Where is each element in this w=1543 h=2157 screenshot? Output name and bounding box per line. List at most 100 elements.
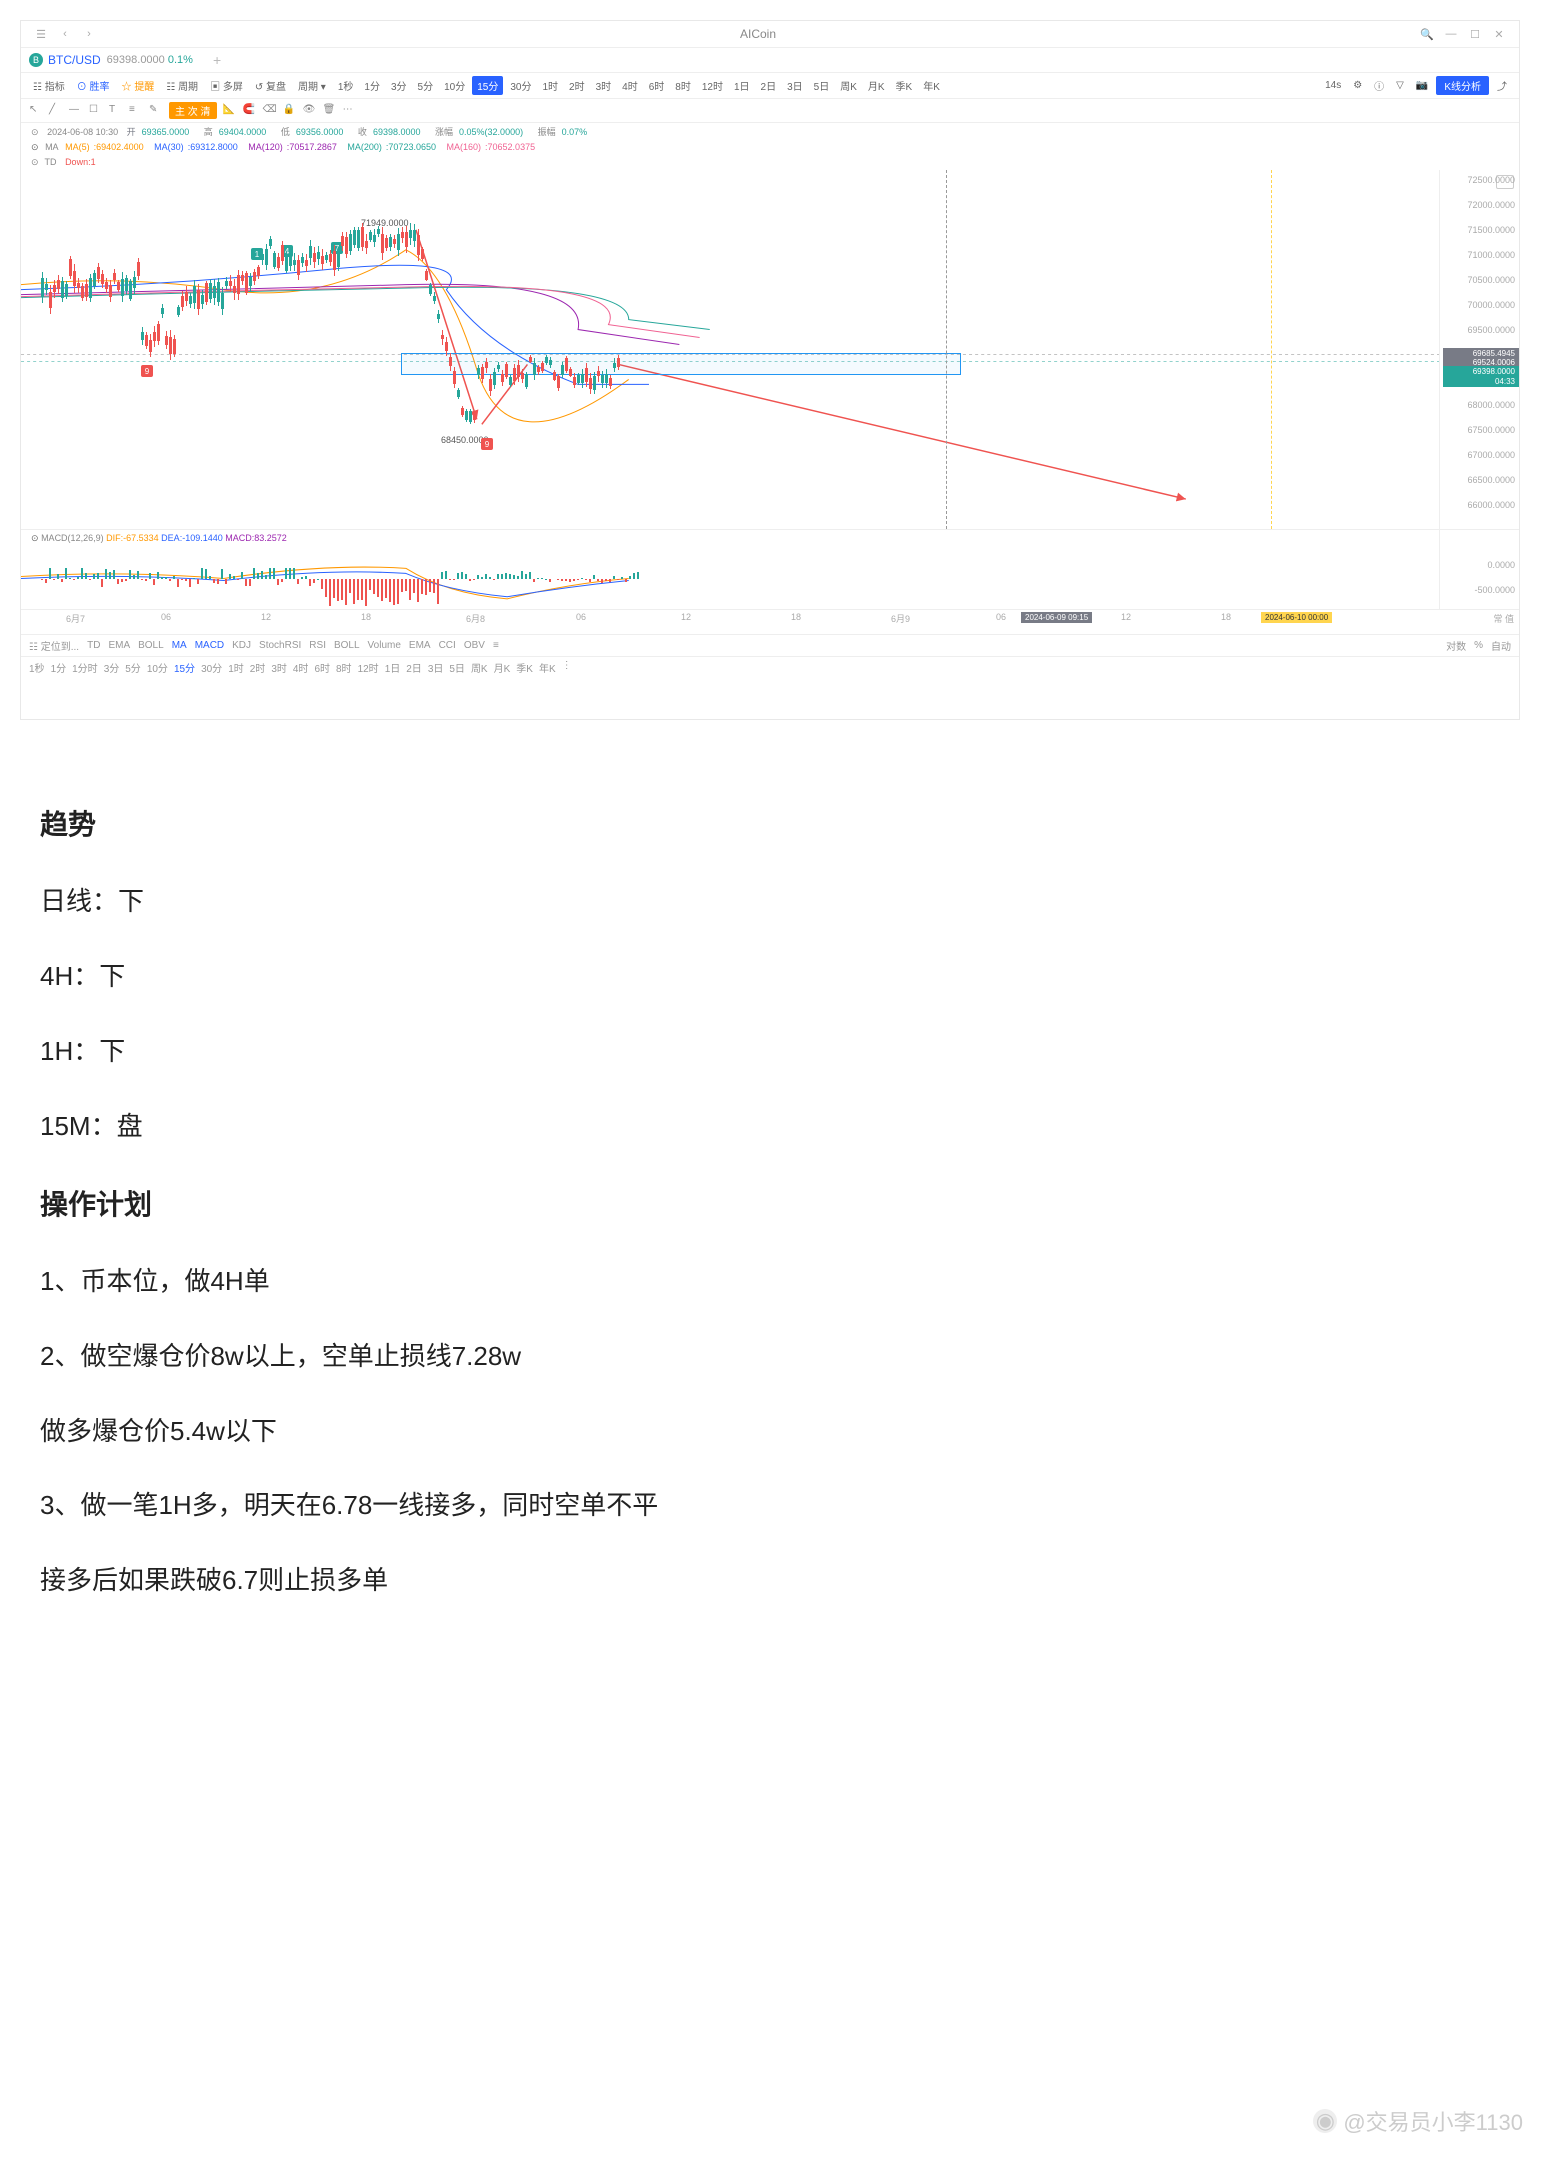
indicator-BOLL[interactable]: BOLL	[334, 640, 360, 651]
timeframe-3分[interactable]: 3分	[387, 76, 411, 95]
indicator-OBV[interactable]: OBV	[464, 640, 485, 651]
tf2-1秒[interactable]: 1秒	[29, 660, 45, 675]
tf2-6时[interactable]: 6时	[314, 660, 330, 675]
axis-mode[interactable]: 对数	[1446, 638, 1466, 653]
indicator-MA[interactable]: MA	[172, 640, 187, 651]
tf2-30分[interactable]: 30分	[201, 660, 222, 675]
timeframe-2日[interactable]: 2日	[757, 76, 781, 95]
tf2-月K[interactable]: 月K	[494, 660, 511, 675]
timeframe-1分[interactable]: 1分	[360, 76, 384, 95]
add-tab-button[interactable]: +	[213, 52, 221, 68]
tf2-10分[interactable]: 10分	[147, 660, 168, 675]
back-icon[interactable]: ‹	[56, 25, 74, 43]
toolbar-indicator[interactable]: ☷ 指标	[29, 76, 69, 95]
settings-icon[interactable]: ⚙	[1349, 78, 1366, 93]
magnet-icon[interactable]: 🧲	[243, 104, 257, 118]
timeframe-周K[interactable]: 周K	[836, 76, 861, 95]
indicator-RSI[interactable]: RSI	[309, 640, 326, 651]
main-chart[interactable]: 71949.0000 68450.0000 9 1 4 7 9 72500.00…	[21, 170, 1519, 530]
tf2-1时[interactable]: 1时	[228, 660, 244, 675]
indicator-more[interactable]: ≡	[493, 640, 499, 651]
tf2-年K[interactable]: 年K	[539, 660, 556, 675]
timeframe-季K[interactable]: 季K	[892, 76, 917, 95]
timeframe-1时[interactable]: 1时	[538, 76, 562, 95]
indicator-EMA[interactable]: EMA	[108, 640, 130, 651]
tf2-15分[interactable]: 15分	[174, 660, 195, 675]
timeframe-3时[interactable]: 3时	[592, 76, 616, 95]
tf2-5日[interactable]: 5日	[449, 660, 465, 675]
timeframe-月K[interactable]: 月K	[864, 76, 889, 95]
tf2-3时[interactable]: 3时	[271, 660, 287, 675]
tf2-3日[interactable]: 3日	[428, 660, 444, 675]
timeframe-10分[interactable]: 10分	[440, 76, 469, 95]
tf2-周K[interactable]: 周K	[471, 660, 488, 675]
filter-icon[interactable]: ▽	[1392, 78, 1408, 93]
timeframe-5分[interactable]: 5分	[414, 76, 438, 95]
tf2-2时[interactable]: 2时	[250, 660, 266, 675]
eye-icon[interactable]: 👁	[303, 104, 317, 118]
share-icon[interactable]: ⤴	[1493, 76, 1511, 95]
brush-icon[interactable]: ✎	[149, 104, 163, 118]
timeframe-1秒[interactable]: 1秒	[334, 76, 358, 95]
timeframe-4时[interactable]: 4时	[618, 76, 642, 95]
indicator-StochRSI[interactable]: StochRSI	[259, 640, 301, 651]
tf2-12时[interactable]: 12时	[358, 660, 379, 675]
tf2-4时[interactable]: 4时	[293, 660, 309, 675]
tf-more[interactable]: ⋮	[562, 660, 572, 675]
indicator-TD[interactable]: TD	[87, 640, 100, 651]
trash-icon[interactable]: 🗑	[323, 104, 337, 118]
timeframe-12时[interactable]: 12时	[698, 76, 727, 95]
timeframe-2时[interactable]: 2时	[565, 76, 589, 95]
camera-icon[interactable]: 📷	[1412, 78, 1432, 93]
tf2-8时[interactable]: 8时	[336, 660, 352, 675]
maximize-icon[interactable]: ☐	[1466, 25, 1484, 43]
timeframe-15分[interactable]: 15分	[472, 76, 503, 95]
info-icon[interactable]: ⓘ	[1370, 76, 1388, 95]
toolbar-winrate[interactable]: ⊙ 胜率	[73, 76, 114, 95]
tf2-季K[interactable]: 季K	[516, 660, 533, 675]
timeframe-6时[interactable]: 6时	[645, 76, 669, 95]
toolbar-alert[interactable]: ☆ 提醒	[118, 76, 159, 95]
rect-icon[interactable]: ☐	[89, 104, 103, 118]
forward-icon[interactable]: ›	[80, 25, 98, 43]
indicator-BOLL[interactable]: BOLL	[138, 640, 164, 651]
text-icon[interactable]: T	[109, 104, 123, 118]
macd-panel[interactable]: ⊙ MACD(12,26,9) DIF:-67.5334 DEA:-109.14…	[21, 530, 1519, 610]
indicator-Volume[interactable]: Volume	[368, 640, 401, 651]
toolbar-replay[interactable]: ↺ 复盘	[251, 76, 290, 95]
toolbar-multiscreen[interactable]: ▣ 多屏	[206, 76, 247, 95]
minimize-icon[interactable]: —	[1442, 25, 1460, 43]
locate-button[interactable]: ☷ 定位到...	[29, 638, 79, 653]
timeframe-3日[interactable]: 3日	[783, 76, 807, 95]
indicator-MACD[interactable]: MACD	[195, 640, 224, 651]
timeframe-5日[interactable]: 5日	[810, 76, 834, 95]
fib-icon[interactable]: ≡	[129, 104, 143, 118]
tf2-1分时[interactable]: 1分时	[72, 660, 98, 675]
symbol-name[interactable]: BTC/USD	[48, 53, 101, 67]
kline-analysis-button[interactable]: K线分析	[1436, 76, 1489, 95]
indicator-KDJ[interactable]: KDJ	[232, 640, 251, 651]
eraser-icon[interactable]: ⌫	[263, 104, 277, 118]
cursor-icon[interactable]: ↖	[29, 104, 43, 118]
more-icon[interactable]: ⋯	[343, 104, 357, 118]
timeframe-1日[interactable]: 1日	[730, 76, 754, 95]
timeframe-30分[interactable]: 30分	[506, 76, 535, 95]
indicator-EMA[interactable]: EMA	[409, 640, 431, 651]
zoom-buttons[interactable]: 主 次 清	[169, 102, 217, 119]
indicator-CCI[interactable]: CCI	[439, 640, 456, 651]
tf2-5分[interactable]: 5分	[125, 660, 141, 675]
axis-pct[interactable]: %	[1474, 640, 1483, 651]
tf2-2日[interactable]: 2日	[406, 660, 422, 675]
lock-icon[interactable]: 🔒	[283, 104, 297, 118]
hline-icon[interactable]: —	[69, 104, 83, 118]
line-icon[interactable]: ╱	[49, 104, 63, 118]
tf2-3分[interactable]: 3分	[104, 660, 120, 675]
timeframe-8时[interactable]: 8时	[671, 76, 695, 95]
timeframe-年K[interactable]: 年K	[919, 76, 944, 95]
toolbar-period2[interactable]: 周期 ▾	[294, 76, 330, 95]
menu-icon[interactable]: ☰	[32, 25, 50, 43]
tf2-1日[interactable]: 1日	[385, 660, 401, 675]
close-icon[interactable]: ✕	[1490, 25, 1508, 43]
search-icon[interactable]: 🔍	[1418, 25, 1436, 43]
ruler-icon[interactable]: 📐	[223, 104, 237, 118]
